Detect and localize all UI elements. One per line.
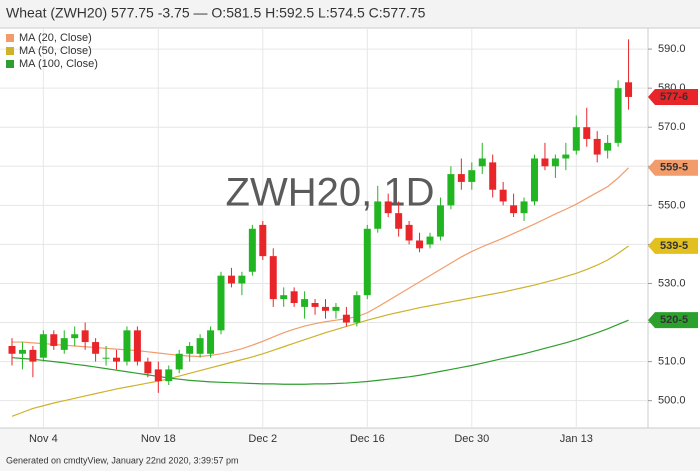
candle-body [395,213,403,229]
candle-body [207,330,215,354]
candle-body [60,338,68,350]
legend-swatch [6,34,14,42]
candle-body [144,361,152,374]
legend-swatch [6,60,14,68]
candle-body [562,154,570,159]
candle-body [154,369,162,382]
candle-body [363,228,371,296]
candle-body [29,349,37,362]
candle-body [457,174,465,182]
candle-body [374,201,382,229]
x-tick-label: Dec 30 [454,433,489,445]
price-tag [648,312,698,329]
candle-body [353,295,361,323]
ma-line [11,319,629,385]
candle-body [280,295,288,300]
candle-body [92,342,100,354]
candle-body [301,299,309,307]
y-tick-label: 550.0 [658,199,686,211]
candle-body [614,88,622,143]
candle-body [489,162,497,190]
candle-body [322,306,329,311]
x-tick-label: Dec 2 [248,433,277,445]
candle-body [583,127,591,139]
candle-body [572,127,580,151]
candle-body [18,349,26,354]
legend-label: MA (100, Close) [19,58,98,70]
candle-body [238,275,246,284]
candle-body [510,205,518,214]
x-tick-label: Dec 16 [350,433,385,445]
candle-body [405,224,413,241]
price-tag [648,88,698,105]
candle-body [196,338,204,354]
candle-body [541,158,549,167]
candle-body [217,275,225,331]
candle-body [39,334,47,358]
candle-body [531,158,538,202]
candle-body [81,330,89,343]
y-tick-label: 500.0 [658,395,686,407]
candle-body [436,205,444,237]
watermark: ZWH20, 1D [226,171,435,215]
price-tag-label: 539-5 [660,240,688,252]
ma-line [11,245,629,417]
footer-bar [0,428,700,471]
candle-body [384,201,392,214]
candle-body [593,138,601,155]
candle-body [175,353,183,370]
candle-body [186,345,194,354]
legend-label: MA (50, Close) [19,45,92,57]
candle-body [332,306,340,311]
candle-body [248,228,256,272]
price-tag-label: 559-5 [660,162,688,174]
candle-body [165,369,173,382]
footer-text: Generated on cmdtyView, January 22nd 202… [6,455,239,465]
candle-body [604,142,612,151]
candle-body [113,357,120,362]
candle-body [625,82,633,97]
candle-body [311,303,319,307]
candle-body [551,158,559,167]
candle-body [468,170,476,182]
candle-body [8,345,16,354]
candle-body [478,158,486,167]
ma-line [12,167,629,358]
y-tick-label: 570.0 [658,121,686,133]
y-tick-label: 510.0 [658,356,686,368]
header-bar [0,0,700,28]
price-tag-label: 577-6 [660,91,688,103]
candle-body [342,314,350,323]
x-tick-label: Jan 13 [560,433,593,445]
candle-body [102,357,110,359]
price-tag-label: 520-5 [660,314,688,326]
price-tag [648,159,698,176]
candle-body [499,189,507,202]
y-tick-label: 530.0 [658,277,686,289]
candle-body [227,275,235,284]
chart-title: Wheat (ZWH20) 577.75 -3.75 — O:581.5 H:5… [6,5,426,21]
candle-body [50,334,58,346]
x-tick-label: Nov 18 [141,433,176,445]
candle-body [123,330,131,362]
candle-body [426,236,434,245]
legend-swatch [6,47,14,55]
candle-body [71,334,79,339]
candle-body [269,256,277,300]
x-tick-label: Nov 4 [29,433,58,445]
candle-body [290,291,298,303]
y-tick-label: 590.0 [658,43,686,55]
candle-body [520,201,528,214]
candle-body [447,174,455,206]
price-tag [648,237,698,254]
legend-label: MA (20, Close) [19,32,92,44]
candle-body [416,240,424,249]
candle-body [133,330,141,362]
candle-body [259,224,267,257]
